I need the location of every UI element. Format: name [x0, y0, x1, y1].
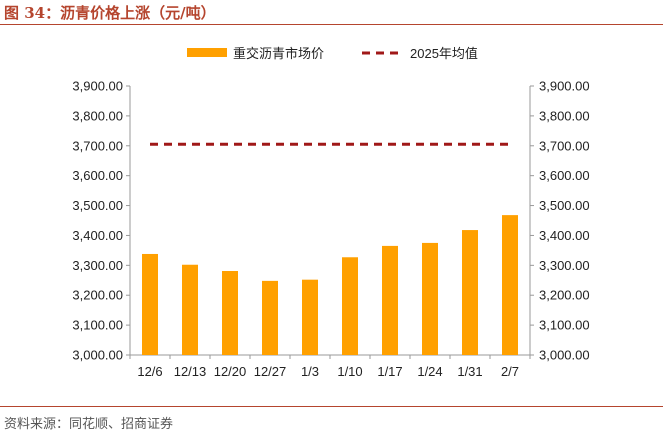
- legend-swatch-bar: [187, 48, 227, 57]
- footer-divider: [0, 406, 663, 407]
- title-divider: [0, 24, 663, 25]
- x-tick-label: 1/10: [337, 364, 362, 379]
- x-tick-label: 1/31: [457, 364, 482, 379]
- bar: [422, 242, 438, 355]
- y-tick-label-left: 3,300.00: [72, 258, 123, 273]
- source-note: 资料来源：同花顺、招商证券: [4, 417, 174, 432]
- y-tick-label-right: 3,000.00: [539, 348, 590, 363]
- y-tick-label-left: 3,600.00: [72, 168, 123, 183]
- bar: [222, 271, 238, 355]
- legend-label-line: 2025年均值: [410, 46, 478, 61]
- x-tick-label: 12/6: [137, 364, 162, 379]
- y-tick-label-right: 3,100.00: [539, 318, 590, 333]
- y-tick-label-left: 3,100.00: [72, 318, 123, 333]
- y-tick-label-left: 3,200.00: [72, 288, 123, 303]
- y-tick-label-left: 3,500.00: [72, 198, 123, 213]
- bar: [182, 264, 198, 355]
- x-tick-label: 1/24: [417, 364, 442, 379]
- chart-legend: 重交沥青市场价 2025年均值: [187, 46, 478, 61]
- x-tick-label: 1/17: [377, 364, 402, 379]
- legend-label-bar: 重交沥青市场价: [233, 46, 324, 61]
- plot-area: 3,000.00 3,000.00 3,100.00 3,100.00 3,200.00…: [72, 79, 589, 380]
- y-tick-label-right: 3,200.00: [539, 288, 590, 303]
- y-tick-label-right: 3,600.00: [539, 168, 590, 183]
- y-tick-label-left: 3,400.00: [72, 228, 123, 243]
- x-tick-label: 12/20: [214, 364, 247, 379]
- x-tick-label: 12/13: [174, 364, 207, 379]
- x-tick-label: 2/7: [501, 364, 519, 379]
- y-tick-label-right: 3,500.00: [539, 198, 590, 213]
- y-tick-label-left: 3,900.00: [72, 79, 123, 94]
- bar: [142, 253, 158, 355]
- y-tick-label-right: 3,300.00: [539, 258, 590, 273]
- bar: [302, 279, 318, 355]
- bar: [342, 257, 358, 355]
- bar-chart: 重交沥青市场价 2025年均值 3,000.00 3,000.00 3,100.00…: [72, 46, 589, 380]
- y-tick-label-right: 3,400.00: [539, 228, 590, 243]
- bar: [262, 280, 278, 355]
- x-tick-label: 1/3: [301, 364, 319, 379]
- y-tick-label-left: 3,700.00: [72, 138, 123, 153]
- y-tick-label-left: 3,000.00: [72, 348, 123, 363]
- bar: [462, 230, 478, 355]
- y-tick-label-right: 3,700.00: [539, 138, 590, 153]
- bar: [502, 215, 518, 355]
- figure-title: 图 34：沥青价格上涨（元/吨）: [4, 4, 216, 22]
- bar: [382, 245, 398, 355]
- y-tick-label-right: 3,900.00: [539, 79, 590, 94]
- y-tick-label-left: 3,800.00: [72, 108, 123, 123]
- y-tick-label-right: 3,800.00: [539, 108, 590, 123]
- x-tick-label: 12/27: [254, 364, 287, 379]
